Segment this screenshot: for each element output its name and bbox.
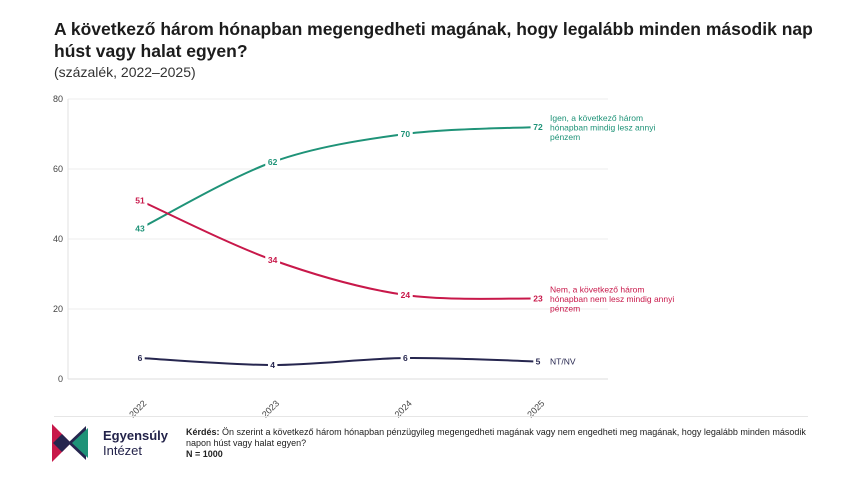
data-label: 24 [401,290,411,300]
data-label: 72 [533,122,543,132]
series-line [139,356,539,367]
data-label-bg [400,352,411,363]
series-end-label: Nem, a következő három [550,285,644,295]
question-label: Kérdés: [186,427,220,437]
series-end-label: hónapban nem lesz mindig annyi [550,294,674,304]
data-label-bg [267,359,278,370]
data-label: 51 [135,196,145,206]
y-tick-label: 60 [53,164,63,174]
gridlines [67,98,608,380]
data-label: 34 [268,255,278,265]
series-end-label: pénzem [550,132,580,142]
data-label-bg [265,254,281,265]
data-label: 4 [270,360,275,370]
data-label: 6 [138,353,143,363]
question-text: Ön szerint a következő három hónapban pé… [186,427,806,448]
series-lines [139,126,539,367]
data-label-bg [397,128,413,139]
question-note: Kérdés: Ön szerint a következő három hón… [186,427,826,460]
chart-subtitle: (százalék, 2022–2025) [54,64,196,80]
data-label-bg [265,156,281,167]
series-line [139,199,539,300]
footer-divider [54,416,808,417]
data-label-bg [132,194,148,206]
y-tick-label: 80 [53,94,63,104]
data-label-bg [533,355,543,367]
data-label: 70 [401,129,411,139]
series-end-label: NT/NV [550,357,576,367]
y-axis-ticks: 0 20 40 60 80 [53,94,63,384]
sample-size: N = 1000 [186,449,223,459]
y-tick-label: 40 [53,234,63,244]
data-labels: 43 62 70 72 51 34 24 23 6 4 6 5 [132,121,546,370]
y-tick-label: 20 [53,304,63,314]
data-label-bg [397,289,413,300]
y-tick-label: 0 [58,374,63,384]
data-label-bg [530,292,546,304]
series-end-label: pénzem [550,304,580,314]
data-label: 62 [268,157,278,167]
data-label-bg [530,121,546,132]
data-label: 23 [533,294,543,304]
series-end-label: Igen, a következő három [550,113,643,123]
data-label: 6 [403,353,408,363]
egyensuly-logo [52,424,88,462]
brand-line-2: Intézet [103,443,143,458]
chart-title: A következő három hónapban megengedheti … [54,19,813,61]
data-label: 5 [536,357,541,367]
brand-name: Egyensúly Intézet [103,428,168,458]
brand-line-1: Egyensúly [103,428,169,443]
data-label: 43 [135,224,145,234]
data-label-bg [132,222,148,234]
series-line [139,126,539,230]
data-label-bg [135,352,145,363]
series-end-label: hónapban mindig lesz annyi [550,123,655,133]
